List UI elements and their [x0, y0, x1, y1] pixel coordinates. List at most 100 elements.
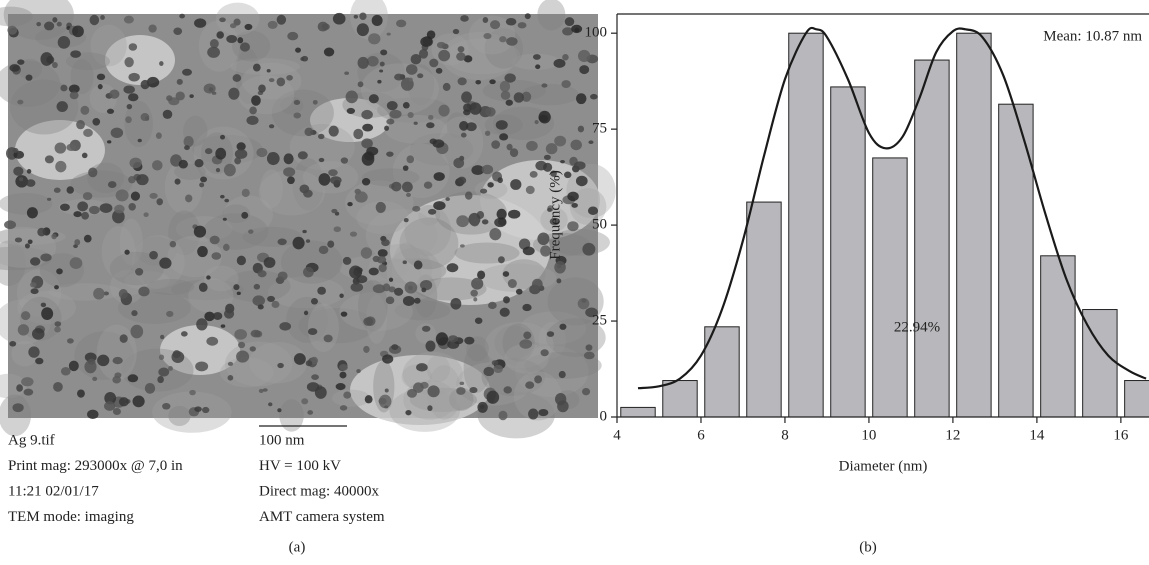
x-tick-label: 10: [861, 427, 876, 443]
particle: [420, 36, 433, 47]
x-tick-label: 4: [613, 427, 621, 443]
particle: [506, 37, 518, 46]
particle: [171, 351, 185, 363]
particle: [487, 182, 494, 188]
particle: [83, 128, 93, 137]
particle: [271, 300, 280, 309]
particle: [549, 217, 560, 226]
particle: [342, 256, 352, 265]
film-texture: [0, 394, 32, 437]
particle: [345, 90, 358, 104]
particle: [54, 326, 61, 333]
particle: [128, 202, 136, 211]
particle: [140, 113, 150, 122]
film-texture: [446, 112, 468, 139]
particle: [371, 14, 383, 27]
particle: [129, 157, 142, 169]
particle: [339, 293, 344, 299]
particle: [200, 176, 208, 183]
particle: [534, 375, 542, 384]
particle: [156, 198, 163, 206]
particle: [56, 101, 68, 112]
particle: [406, 388, 418, 398]
bar: [746, 201, 782, 417]
particle: [198, 282, 208, 293]
particle: [483, 366, 495, 377]
particle: [541, 83, 548, 88]
film-texture: [258, 169, 325, 216]
film-texture: [520, 83, 580, 106]
particle: [445, 197, 450, 202]
particle: [507, 279, 517, 289]
film-texture: [292, 158, 324, 211]
particle: [237, 37, 244, 44]
film-texture: [168, 405, 191, 426]
particle: [567, 191, 579, 202]
film-texture: [19, 296, 62, 341]
particle: [575, 175, 588, 187]
particle: [277, 362, 284, 369]
particle: [504, 73, 516, 83]
particle: [268, 78, 275, 83]
particle: [442, 82, 451, 91]
particle: [180, 331, 188, 337]
particle: [577, 125, 585, 133]
particle: [485, 107, 496, 117]
particle: [506, 143, 513, 151]
particle: [532, 54, 541, 60]
particle: [277, 271, 288, 281]
film-texture: [110, 269, 145, 304]
particle: [246, 115, 259, 125]
particle: [136, 174, 149, 186]
particle: [456, 215, 469, 228]
particle: [350, 282, 364, 292]
particle: [581, 387, 591, 396]
film-texture: [361, 168, 420, 187]
particle: [118, 289, 128, 299]
particle: [427, 208, 437, 215]
particle: [92, 117, 101, 126]
particle: [81, 152, 88, 159]
particle: [362, 123, 374, 132]
film-texture: [414, 277, 487, 301]
particle: [457, 46, 465, 53]
film-texture: [356, 200, 410, 235]
particle: [54, 321, 62, 327]
particle: [162, 109, 173, 119]
particle: [131, 310, 138, 317]
particle: [394, 73, 404, 81]
particle: [194, 18, 207, 28]
particle: [162, 402, 171, 410]
particle: [496, 208, 507, 220]
particle: [241, 188, 250, 198]
x-tick-label: 12: [945, 427, 960, 443]
particle: [155, 132, 162, 139]
particle: [143, 212, 149, 218]
particle: [543, 154, 551, 160]
particle: [238, 341, 246, 349]
film-texture: [404, 205, 452, 256]
particle: [388, 286, 396, 293]
particle: [307, 410, 314, 415]
particle: [28, 346, 40, 358]
particle: [426, 30, 436, 39]
particle: [149, 250, 158, 260]
particle: [250, 329, 261, 338]
particle: [159, 61, 164, 66]
particle: [523, 331, 532, 340]
particle: [460, 15, 469, 22]
particle: [413, 260, 423, 270]
particle: [97, 354, 110, 367]
particle: [531, 278, 543, 290]
film-texture: [235, 48, 261, 104]
particle: [384, 388, 389, 393]
particle: [159, 257, 172, 269]
particle: [513, 92, 524, 103]
particle: [17, 324, 30, 336]
particle: [480, 188, 488, 194]
particle: [405, 410, 412, 416]
particle: [257, 270, 267, 278]
particle: [204, 311, 215, 322]
film-texture: [331, 389, 371, 407]
particle: [13, 166, 24, 176]
